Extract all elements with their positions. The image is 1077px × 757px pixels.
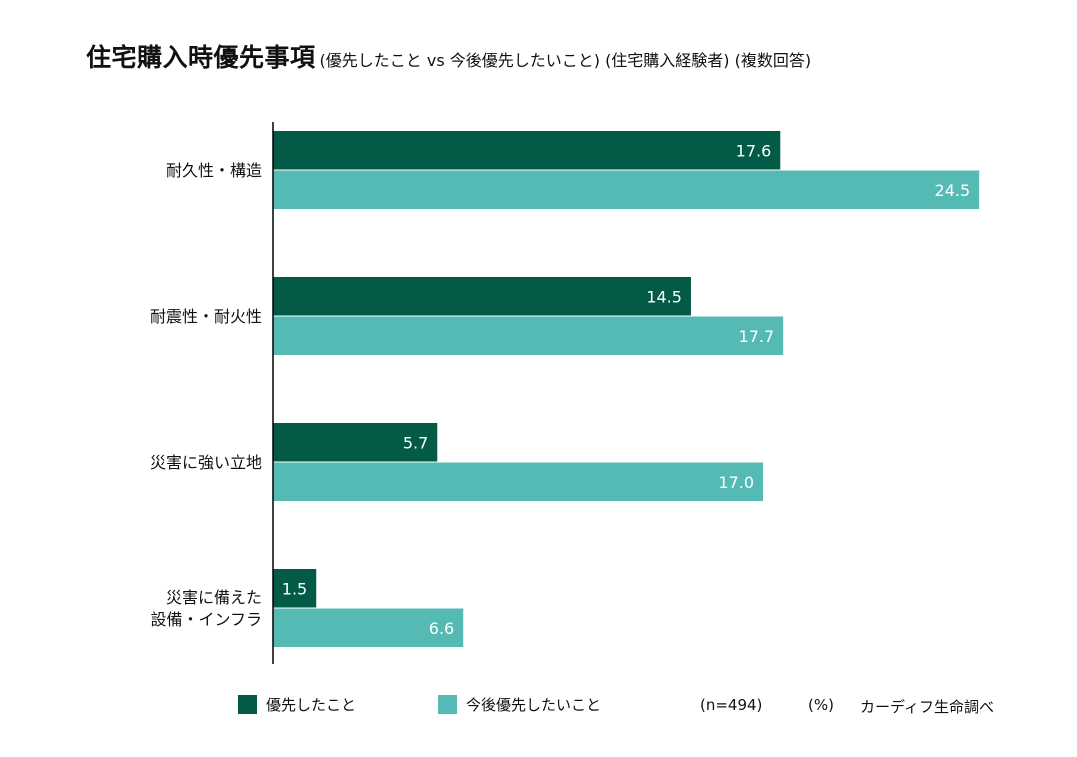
data-label-2-series-2: 17.7 xyxy=(739,327,775,346)
bar-4-series-2 xyxy=(273,608,464,647)
data-label-2-series-1: 14.5 xyxy=(646,287,682,306)
category-label-4-line-2: 設備・インフラ xyxy=(150,610,262,629)
category-label-3-line-1: 災害に強い立地 xyxy=(150,453,262,472)
chart-title: 住宅購入時優先事項 xyxy=(86,43,316,72)
data-label-4-series-2: 6.6 xyxy=(429,619,454,638)
data-label-3-series-1: 5.7 xyxy=(403,433,428,452)
bar-2-series-1 xyxy=(273,277,691,316)
legend-swatch-series-1 xyxy=(238,695,257,714)
bar-4-series-1 xyxy=(273,569,317,608)
source-note: カーディフ生命調べ xyxy=(860,698,994,716)
legend-label-series-2: 今後優先したいこと xyxy=(466,696,602,714)
legend-swatch-series-2 xyxy=(438,695,457,714)
bar-1-series-1 xyxy=(273,131,781,170)
bar-2-series-2 xyxy=(273,316,784,355)
bar-3-series-2 xyxy=(273,462,763,501)
chart-title-row: 住宅購入時優先事項 (優先したこと vs 今後優先したいこと) (住宅購入経験者)… xyxy=(86,38,811,74)
bar-1-series-2 xyxy=(273,170,980,209)
category-label-4-line-1: 災害に備えた xyxy=(166,588,262,607)
category-label-2-line-1: 耐震性・耐火性 xyxy=(150,307,262,326)
chart-subtitle: (優先したこと vs 今後優先したいこと) (住宅購入経験者) (複数回答) xyxy=(319,51,812,70)
data-label-4-series-1: 1.5 xyxy=(282,579,307,598)
legend-label-series-1: 優先したこと xyxy=(266,696,357,714)
data-label-1-series-1: 17.6 xyxy=(736,141,772,160)
bar-3-series-1 xyxy=(273,423,438,462)
legend-item-series-2: 今後優先したいこと xyxy=(438,694,601,715)
category-label-1-line-1: 耐久性・構造 xyxy=(166,161,262,180)
sample-size-note: (n=494) xyxy=(700,696,763,714)
legend-item-series-1: 優先したこと xyxy=(238,694,356,715)
unit-note: (%) xyxy=(808,696,834,714)
data-label-1-series-2: 24.5 xyxy=(935,181,971,200)
data-label-3-series-2: 17.0 xyxy=(718,473,754,492)
